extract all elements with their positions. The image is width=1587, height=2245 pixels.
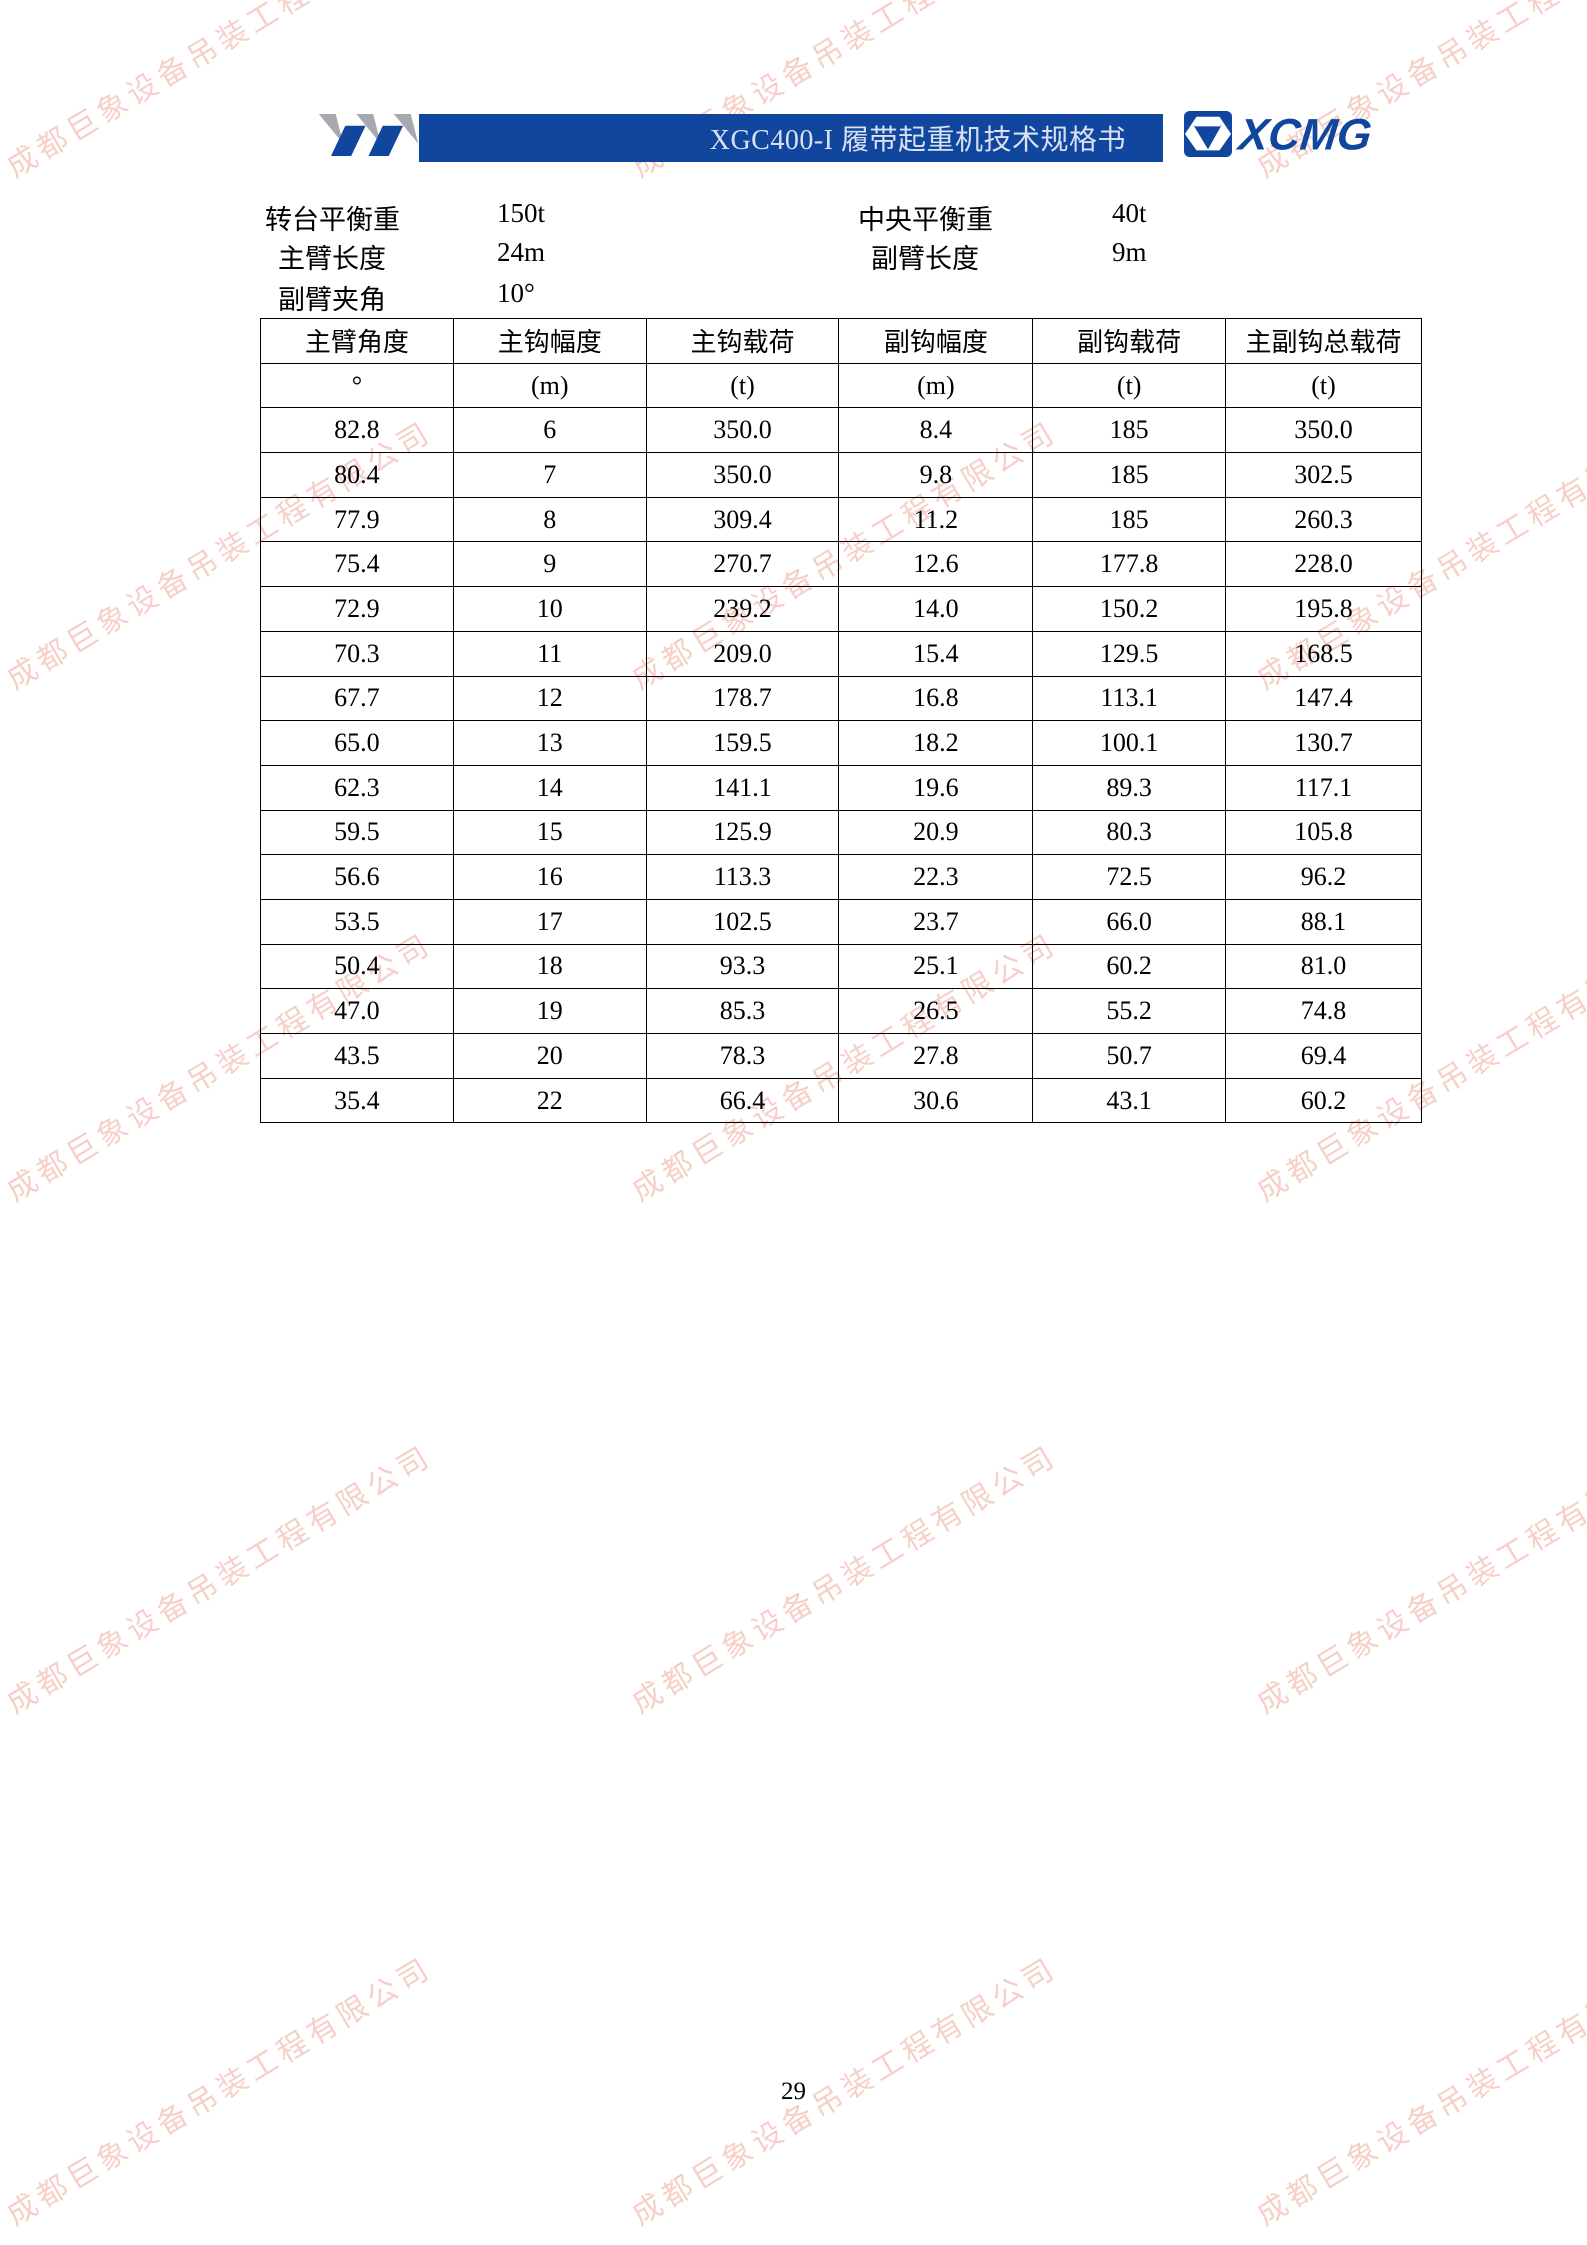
svg-text:XCMG: XCMG xyxy=(1234,110,1375,158)
